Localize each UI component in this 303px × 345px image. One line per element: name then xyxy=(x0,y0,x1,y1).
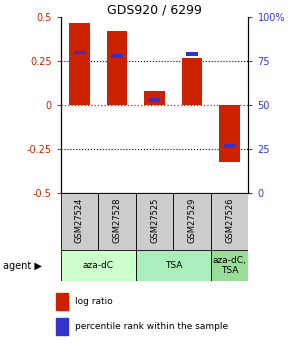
Text: agent ▶: agent ▶ xyxy=(3,261,42,270)
Bar xyxy=(224,144,235,148)
Text: aza-dC,
TSA: aza-dC, TSA xyxy=(213,256,247,275)
Bar xyxy=(56,318,68,335)
Bar xyxy=(69,22,90,105)
Bar xyxy=(211,193,248,250)
Bar xyxy=(61,193,98,250)
Bar xyxy=(74,50,85,55)
Text: TSA: TSA xyxy=(165,261,182,270)
Text: GSM27525: GSM27525 xyxy=(150,198,159,243)
Title: GDS920 / 6299: GDS920 / 6299 xyxy=(107,3,202,16)
Text: log ratio: log ratio xyxy=(75,297,113,306)
Bar xyxy=(136,193,173,250)
Bar xyxy=(107,31,127,105)
Text: GSM27524: GSM27524 xyxy=(75,198,84,243)
Bar xyxy=(98,193,136,250)
Text: aza-dC: aza-dC xyxy=(83,261,114,270)
Text: percentile rank within the sample: percentile rank within the sample xyxy=(75,322,228,331)
Bar xyxy=(211,250,248,281)
Bar xyxy=(182,58,202,105)
Bar xyxy=(173,193,211,250)
Text: GSM27528: GSM27528 xyxy=(112,198,122,243)
Bar xyxy=(144,91,165,105)
Bar xyxy=(149,98,160,102)
Text: GSM27529: GSM27529 xyxy=(188,198,197,243)
Bar xyxy=(186,52,198,56)
Bar xyxy=(61,250,136,281)
Bar xyxy=(56,293,68,309)
Bar xyxy=(219,105,240,161)
Bar xyxy=(136,250,211,281)
Bar xyxy=(111,54,123,58)
Text: GSM27526: GSM27526 xyxy=(225,198,234,243)
